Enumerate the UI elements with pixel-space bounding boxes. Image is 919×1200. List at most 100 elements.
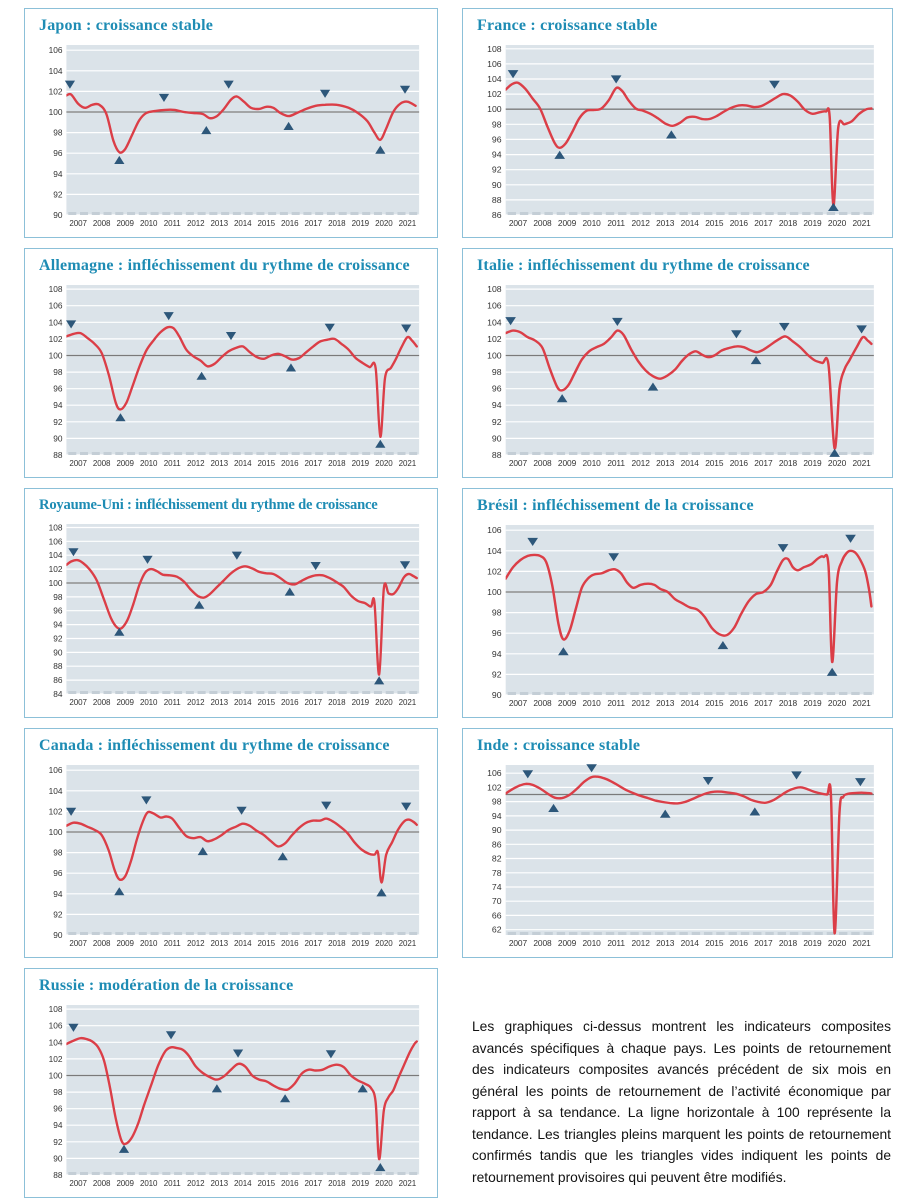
svg-text:2014: 2014 (234, 698, 252, 707)
svg-text:100: 100 (49, 350, 63, 360)
svg-text:106: 106 (49, 536, 63, 546)
svg-text:96: 96 (492, 134, 502, 144)
gridlines (505, 772, 874, 931)
svg-text:2012: 2012 (187, 219, 205, 228)
svg-text:2021: 2021 (852, 938, 871, 948)
svg-text:2020: 2020 (828, 458, 847, 468)
svg-text:2011: 2011 (607, 938, 625, 948)
svg-text:2018: 2018 (328, 698, 346, 707)
down-triangle-marker (325, 1050, 337, 1059)
svg-text:92: 92 (53, 1137, 63, 1147)
up-triangle-marker (114, 627, 125, 636)
svg-text:90: 90 (492, 180, 502, 190)
up-triangle-marker (375, 439, 386, 448)
svg-text:2015: 2015 (258, 459, 276, 468)
svg-text:2009: 2009 (558, 698, 577, 708)
turning-point-triangles (522, 764, 866, 818)
y-axis-labels: 106 104 102 100 98 96 94 92 90 (49, 45, 63, 220)
svg-text:2011: 2011 (607, 458, 625, 468)
svg-text:2008: 2008 (533, 938, 552, 948)
svg-text:102: 102 (49, 86, 63, 96)
svg-text:94: 94 (492, 649, 502, 659)
svg-text:92: 92 (492, 165, 502, 175)
svg-text:2013: 2013 (211, 698, 229, 707)
svg-text:100: 100 (49, 578, 63, 588)
chart-title-italie: Italie : infléchissement du rythme de cr… (477, 257, 810, 274)
svg-text:2015: 2015 (705, 218, 724, 228)
svg-text:2019: 2019 (352, 1179, 370, 1188)
cli-series-line (505, 775, 873, 935)
up-triangle-marker (554, 150, 565, 159)
svg-text:2021: 2021 (399, 939, 417, 948)
svg-text:2021: 2021 (852, 458, 871, 468)
plot-area (505, 45, 874, 215)
down-triangle-marker (608, 553, 619, 562)
svg-text:2014: 2014 (681, 938, 700, 948)
svg-text:2020: 2020 (375, 1179, 393, 1188)
svg-text:2016: 2016 (281, 939, 299, 948)
svg-text:2021: 2021 (852, 698, 871, 708)
svg-text:2009: 2009 (116, 219, 134, 228)
plot-area (505, 765, 874, 935)
svg-text:2013: 2013 (656, 938, 675, 948)
svg-text:2018: 2018 (328, 459, 346, 468)
svg-text:2016: 2016 (730, 938, 749, 948)
svg-text:2015: 2015 (258, 698, 276, 707)
x-axis-labels: 2007 2008 2009 2010 2011 2012 2013 2014 2015 2016… (69, 939, 416, 948)
svg-text:104: 104 (487, 546, 502, 556)
y-axis-labels: 106 104 102 100 98 96 94 92 90 (49, 765, 63, 940)
x-minor-ticks (68, 691, 418, 694)
x-axis-labels: 2007 2008 2009 2010 2011 2012 2013 2014 2015 2016… (509, 698, 871, 708)
down-triangle-marker (845, 534, 856, 543)
svg-text:2007: 2007 (69, 939, 87, 948)
up-triangle-marker (277, 852, 288, 861)
down-triangle-marker (324, 323, 335, 332)
svg-text:2020: 2020 (375, 939, 393, 948)
cli-series-line (505, 549, 873, 664)
up-triangle-marker (375, 145, 386, 154)
svg-text:2020: 2020 (828, 698, 847, 708)
svg-text:2013: 2013 (656, 218, 675, 228)
down-triangle-marker (142, 555, 153, 564)
svg-text:2017: 2017 (754, 698, 773, 708)
svg-text:84: 84 (53, 689, 63, 699)
down-triangle-marker (68, 548, 79, 557)
up-triangle-marker (284, 587, 295, 596)
svg-text:106: 106 (49, 765, 63, 775)
up-triangle-marker (558, 647, 569, 656)
chart-panel-bresil: Brésil : infléchissement de la croissanc… (462, 488, 893, 718)
svg-text:98: 98 (492, 608, 502, 618)
svg-text:2007: 2007 (509, 458, 528, 468)
svg-text:2019: 2019 (803, 218, 822, 228)
x-minor-ticks (68, 932, 418, 935)
up-triangle-marker (201, 126, 212, 135)
x-minor-ticks (507, 932, 872, 935)
svg-text:2008: 2008 (533, 698, 552, 708)
chart-title-russie: Russie : modération de la croissance (39, 977, 294, 994)
turning-point-triangles (66, 312, 412, 448)
chart-panel-royaume-uni: Royaume-Uni : infléchissement du rythme … (24, 488, 438, 718)
svg-text:2012: 2012 (632, 458, 651, 468)
svg-text:2019: 2019 (352, 459, 370, 468)
svg-text:94: 94 (53, 400, 63, 410)
svg-text:102: 102 (487, 334, 502, 344)
up-triangle-marker (374, 676, 385, 685)
svg-text:94: 94 (492, 400, 502, 410)
down-triangle-marker (522, 770, 534, 779)
svg-text:2016: 2016 (281, 1179, 299, 1188)
svg-text:86: 86 (492, 210, 502, 220)
svg-text:90: 90 (53, 210, 63, 220)
turning-point-triangles (64, 80, 411, 164)
svg-text:2012: 2012 (632, 938, 651, 948)
svg-text:2017: 2017 (754, 938, 773, 948)
svg-text:90: 90 (492, 825, 502, 835)
chart-panel-russie: Russie : modération de la croissance 108… (24, 968, 438, 1198)
cli-series-line (66, 92, 417, 154)
svg-text:2009: 2009 (558, 458, 577, 468)
svg-text:2014: 2014 (234, 1179, 252, 1188)
svg-text:92: 92 (492, 417, 502, 427)
svg-text:92: 92 (53, 417, 63, 427)
svg-text:106: 106 (487, 768, 502, 778)
svg-text:2012: 2012 (187, 459, 205, 468)
